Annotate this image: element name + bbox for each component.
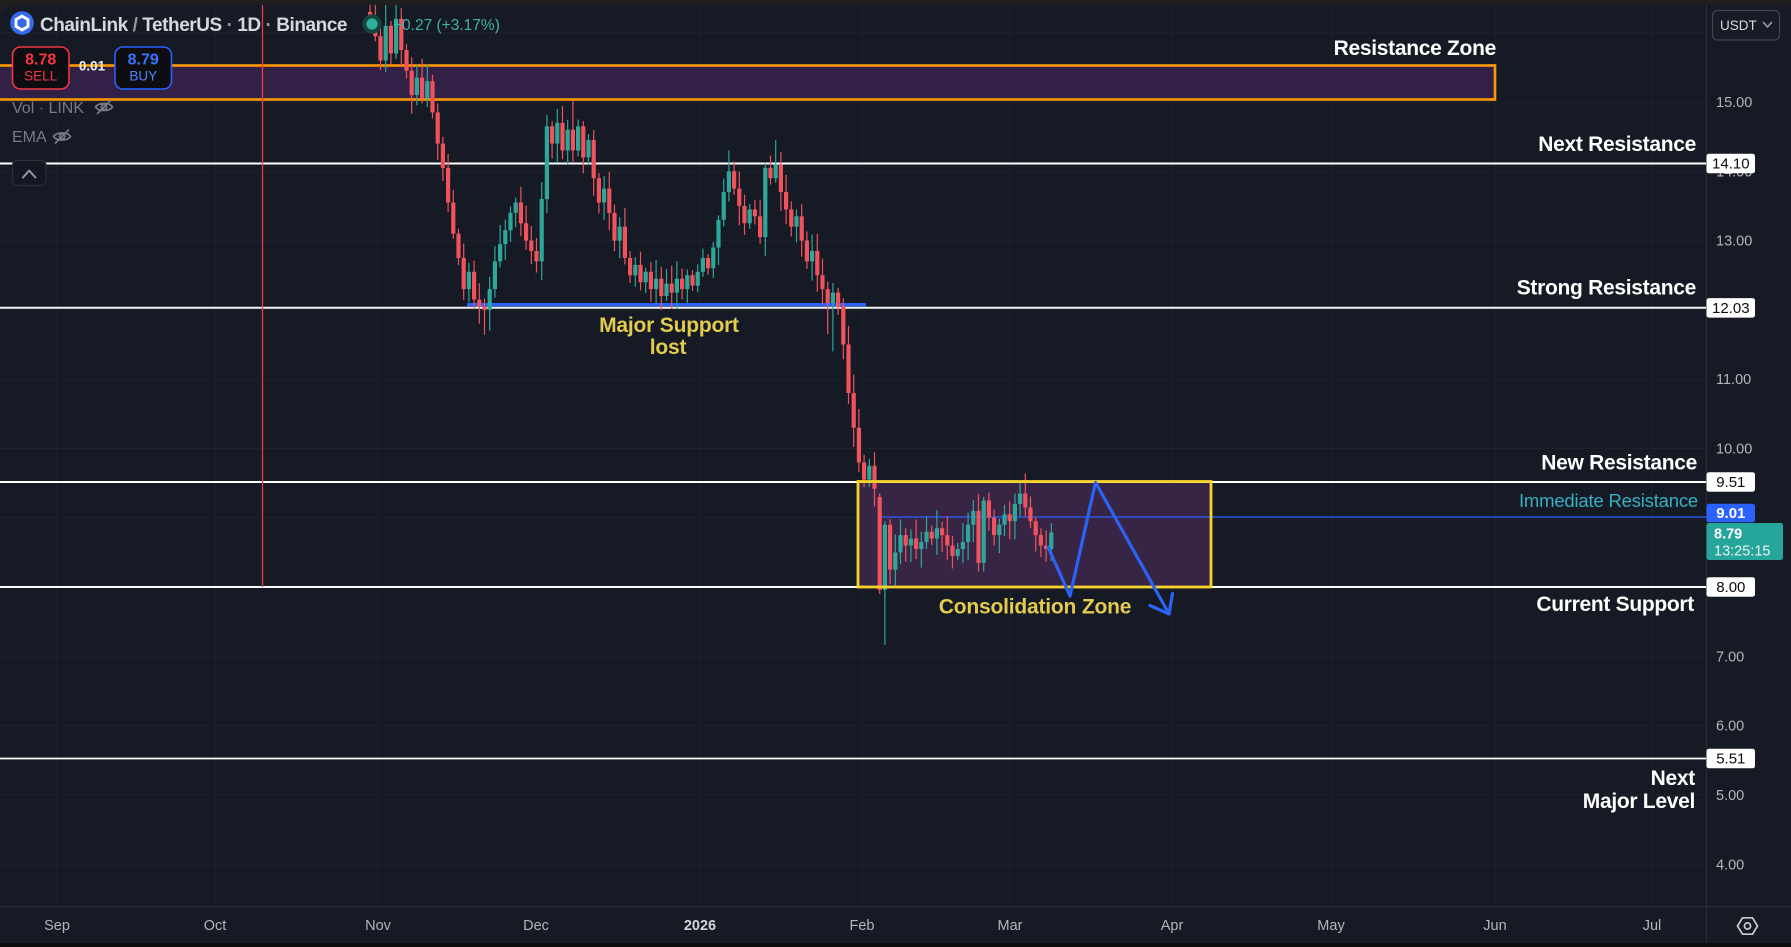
svg-text:8.79: 8.79 — [128, 52, 159, 69]
svg-text:9.51: 9.51 — [1716, 474, 1745, 491]
svg-text:lost: lost — [650, 336, 687, 359]
svg-text:5.51: 5.51 — [1716, 751, 1745, 768]
svg-text:Next Resistance: Next Resistance — [1538, 133, 1696, 156]
svg-text:Resistance Zone: Resistance Zone — [1334, 37, 1496, 60]
svg-text:2026: 2026 — [684, 918, 716, 934]
svg-text:New Resistance: New Resistance — [1541, 452, 1697, 475]
svg-text:Major Level: Major Level — [1583, 790, 1695, 813]
svg-text:Feb: Feb — [850, 918, 875, 934]
svg-text:11.00: 11.00 — [1716, 372, 1751, 388]
svg-text:+0.27 (+3.17%): +0.27 (+3.17%) — [393, 17, 500, 34]
svg-text:Jun: Jun — [1483, 918, 1506, 934]
svg-text:BUY: BUY — [129, 69, 157, 84]
svg-text:13.00: 13.00 — [1716, 234, 1752, 250]
svg-text:4.00: 4.00 — [1716, 857, 1744, 873]
svg-text:Strong Resistance: Strong Resistance — [1517, 277, 1696, 300]
svg-text:0.01: 0.01 — [79, 59, 106, 74]
svg-text:Nov: Nov — [365, 918, 392, 934]
svg-text:Jul: Jul — [1643, 918, 1662, 934]
svg-text:13:25:15: 13:25:15 — [1714, 544, 1770, 560]
svg-text:15.00: 15.00 — [1716, 95, 1752, 111]
svg-text:5.00: 5.00 — [1716, 788, 1744, 804]
svg-text:Major Support: Major Support — [599, 314, 739, 337]
svg-text:12.03: 12.03 — [1712, 300, 1750, 317]
svg-text:Immediate Resistance: Immediate Resistance — [1519, 490, 1698, 511]
svg-text:6.00: 6.00 — [1716, 719, 1744, 735]
svg-text:Current Support: Current Support — [1536, 593, 1694, 616]
svg-text:SELL: SELL — [24, 69, 58, 84]
svg-text:Oct: Oct — [204, 918, 227, 934]
svg-text:ChainLink / TetherUS · 1D · Bi: ChainLink / TetherUS · 1D · Binance — [40, 15, 347, 36]
svg-text:14.10: 14.10 — [1712, 156, 1750, 173]
svg-text:8.79: 8.79 — [1714, 527, 1742, 543]
svg-text:Apr: Apr — [1161, 918, 1184, 934]
svg-text:Vol · LINK: Vol · LINK — [12, 100, 84, 117]
svg-text:EMA: EMA — [12, 129, 47, 146]
svg-text:9.01: 9.01 — [1716, 505, 1745, 522]
svg-text:Sep: Sep — [44, 918, 70, 934]
svg-text:8.00: 8.00 — [1716, 579, 1745, 596]
svg-text:10.00: 10.00 — [1716, 442, 1752, 458]
svg-text:Dec: Dec — [523, 918, 549, 934]
svg-text:USDT: USDT — [1720, 18, 1757, 33]
svg-text:7.00: 7.00 — [1716, 649, 1744, 665]
svg-text:Next: Next — [1651, 767, 1696, 790]
svg-text:8.78: 8.78 — [25, 52, 56, 69]
svg-text:May: May — [1317, 918, 1345, 934]
svg-text:Mar: Mar — [998, 918, 1023, 934]
svg-text:Consolidation Zone: Consolidation Zone — [939, 596, 1131, 619]
